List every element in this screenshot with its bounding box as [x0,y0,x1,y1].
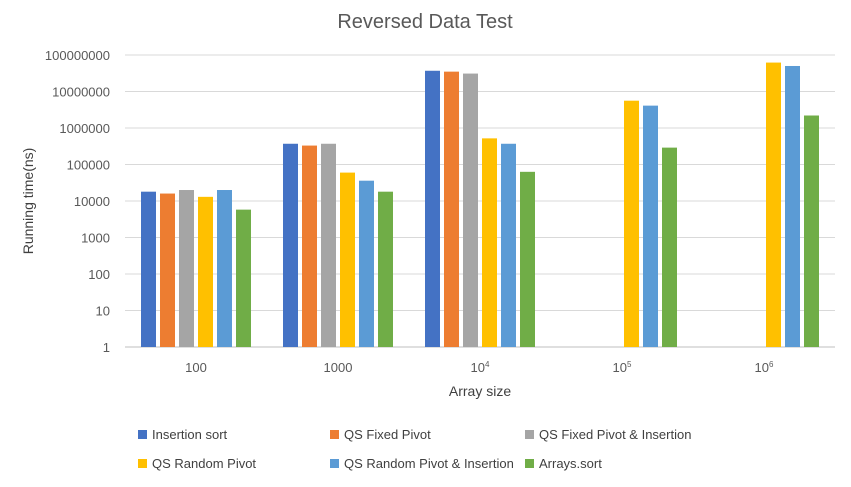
bar-arrays-sort [378,191,393,347]
legend-item: QS Random Pivot [138,456,256,471]
bar-qs-random-pivot-insertion [501,143,516,347]
bar-qs-fixed-pivot [444,71,459,348]
y-tick-label: 100 [88,267,110,282]
bar-insertion-sort [425,70,440,348]
legend-swatch [330,459,339,468]
y-tick-label: 1000 [81,231,110,246]
y-tick-label: 10000 [74,194,110,209]
bar-arrays-sort [662,147,677,347]
y-tick-label: 1 [103,340,110,355]
legend-item: QS Random Pivot & Insertion [330,456,514,471]
y-tick-label: 10 [96,304,110,319]
x-tick-label: 100 [185,360,207,375]
legend-label: QS Fixed Pivot [344,427,431,442]
bar-arrays-sort [804,115,819,347]
legend-label: Arrays.sort [539,456,602,471]
legend-item: Arrays.sort [525,456,602,471]
bar-arrays-sort [520,171,535,347]
bar-qs-random-pivot [624,100,639,348]
bars [141,62,819,348]
legend-label: QS Random Pivot & Insertion [344,456,514,471]
legend-label: Insertion sort [152,427,228,442]
legend-item: QS Fixed Pivot [330,427,431,442]
legend-label: QS Fixed Pivot & Insertion [539,427,692,442]
bar-qs-random-pivot-insertion [359,180,374,347]
bar-qs-fixed-pivot-insertion [463,73,478,347]
bar-qs-fixed-pivot [302,145,317,347]
bar-insertion-sort [283,143,298,347]
legend-swatch [330,430,339,439]
y-tick-label: 10000000 [52,85,110,100]
x-axis-label: Array size [449,383,511,399]
bar-qs-random-pivot [766,62,781,348]
bar-qs-random-pivot [340,172,355,347]
bar-qs-fixed-pivot [160,193,175,347]
bar-insertion-sort [141,191,156,347]
legend-item: QS Fixed Pivot & Insertion [525,427,691,442]
chart-title: Reversed Data Test [337,11,513,33]
y-axis-label: Running time(ns) [20,148,36,255]
y-tick-label: 100000 [67,158,110,173]
legend-label: QS Random Pivot [152,456,257,471]
y-tick-label: 1000000 [59,121,110,136]
bar-qs-random-pivot-insertion [643,105,658,347]
bar-qs-random-pivot-insertion [785,65,800,347]
y-tick-label: 100000000 [45,48,110,63]
bar-qs-random-pivot [198,196,213,347]
legend-swatch [138,430,147,439]
legend-item: Insertion sort [138,427,227,442]
legend-swatch [138,459,147,468]
bar-qs-fixed-pivot-insertion [179,190,194,347]
bar-qs-fixed-pivot-insertion [321,143,336,347]
legend-swatch [525,430,534,439]
y-tick-labels: 1 10 100 1000 10000 100000 1000000 10000000 1000… [45,48,110,355]
bar-qs-random-pivot [482,138,497,347]
legend-swatch [525,459,534,468]
bar-qs-random-pivot-insertion [217,190,232,347]
bar-arrays-sort [236,209,251,347]
x-tick-label: 1000 [324,360,353,375]
